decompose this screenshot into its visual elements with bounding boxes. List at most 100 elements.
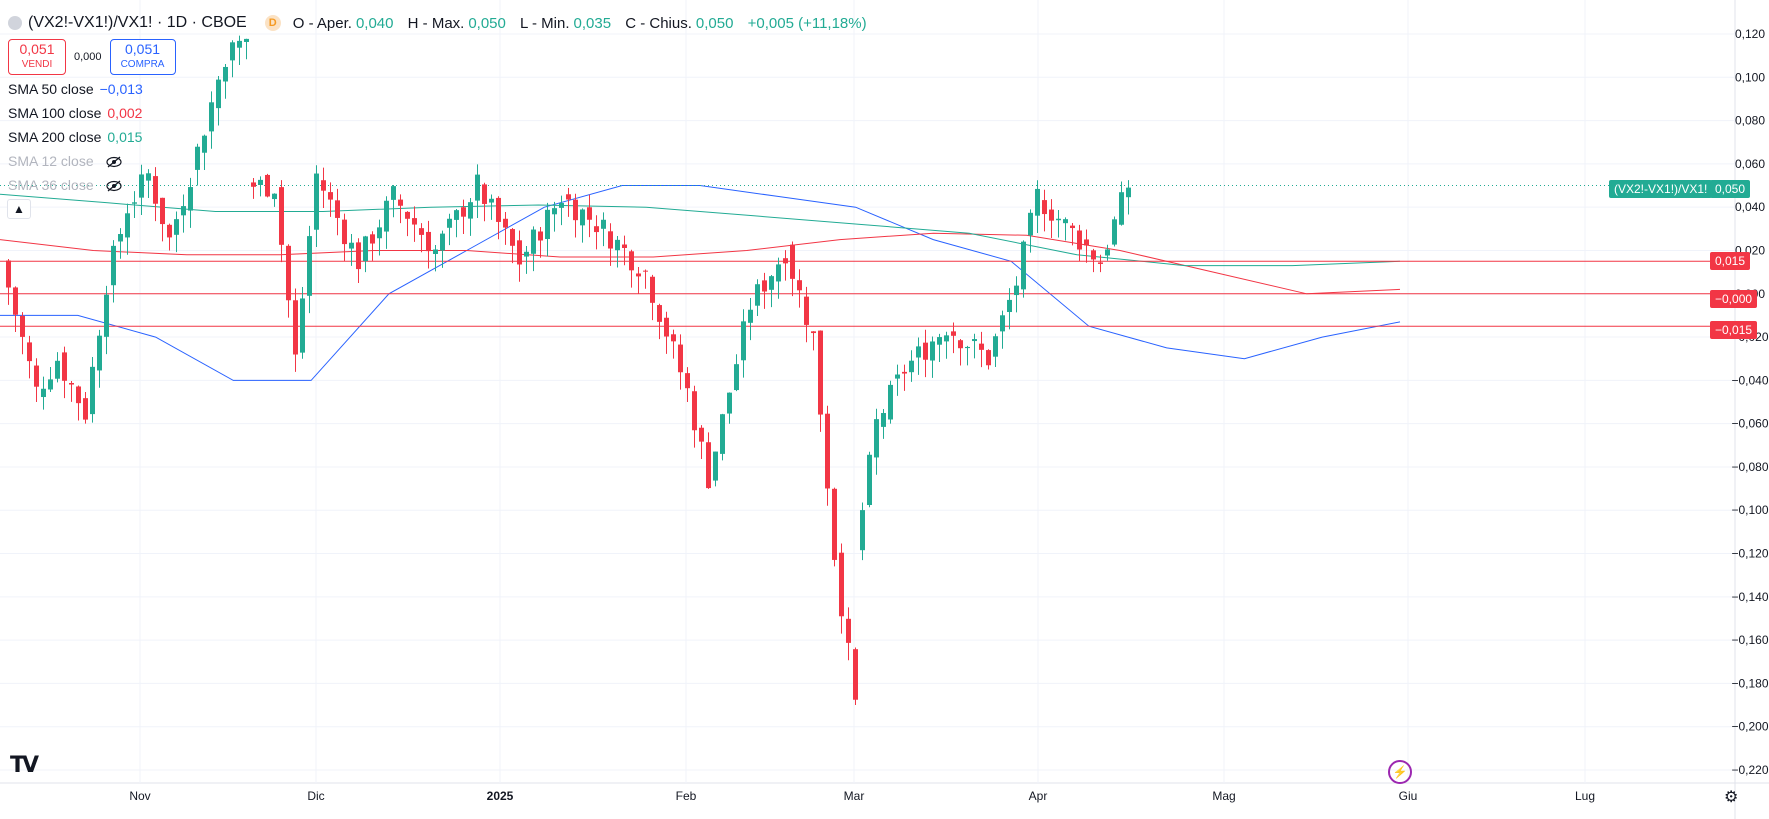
time-tick-label: Nov: [129, 789, 150, 803]
low-value: 0,035: [573, 14, 612, 32]
candle-body: [692, 391, 697, 431]
candle-body: [993, 336, 998, 357]
price-tick-label: −0,180: [1731, 676, 1768, 690]
candle-body: [811, 331, 816, 334]
candle-body: [839, 552, 844, 617]
candle-body: [454, 210, 459, 220]
candle-body: [902, 371, 907, 374]
chevron-up-icon[interactable]: ▲: [7, 199, 31, 219]
candle-body: [881, 413, 886, 427]
candle-body: [1049, 209, 1054, 221]
hline-tag-000[interactable]: −0,000: [1710, 290, 1758, 308]
symbol-title[interactable]: (VX2!-VX1!)/VX1! · 1D · CBOE: [28, 14, 247, 31]
indicator-value: −0,013: [99, 81, 143, 97]
candle-body: [328, 192, 333, 200]
indicator-sma100[interactable]: SMA 100 close 0,002: [8, 105, 142, 121]
hline-tag-m015[interactable]: −0,015: [1710, 321, 1758, 339]
candle-body: [601, 219, 606, 229]
eye-off-icon[interactable]: [105, 180, 122, 192]
candle-body: [356, 242, 361, 270]
price-tick-label: −0,060: [1731, 417, 1768, 431]
candle-body: [797, 280, 802, 291]
candle-body: [741, 321, 746, 361]
candle-body: [48, 379, 53, 390]
candle-body: [965, 346, 970, 349]
lightning-icon[interactable]: ⚡: [1388, 760, 1412, 784]
candle-body: [545, 209, 550, 240]
candle-body: [804, 296, 809, 325]
candle-body: [986, 350, 991, 366]
price-tick-label: −0,040: [1731, 373, 1768, 387]
candle-body: [489, 198, 494, 203]
symbol-price-tag: (VX2!-VX1!)/VX1!: [1609, 180, 1713, 198]
high-label: H - Max.: [407, 14, 465, 32]
candle-body: [979, 343, 984, 350]
candle-body: [475, 174, 480, 201]
price-axis: 0,1200,1000,0800,0600,0400,0200,000−0,02…: [1731, 27, 1768, 777]
sma100-line: [0, 232, 1401, 295]
indicator-sma200[interactable]: SMA 200 close 0,015: [8, 129, 142, 145]
sell-price: 0,051: [19, 41, 55, 57]
candle-body: [405, 211, 410, 219]
candle-body: [678, 344, 683, 373]
candle-body: [384, 200, 389, 232]
tradingview-logo-icon[interactable]: TV: [10, 753, 39, 778]
candle-body: [223, 66, 228, 82]
candle-body: [125, 213, 130, 238]
candle-body: [762, 280, 767, 292]
time-tick-label: Apr: [1029, 789, 1048, 803]
candle-body: [664, 317, 669, 337]
candle-body: [342, 219, 347, 245]
candle-body: [909, 360, 914, 373]
candle-body: [573, 199, 578, 221]
candle-body: [832, 488, 837, 560]
high-value: 0,050: [468, 14, 506, 32]
price-tick-label: −0,220: [1731, 763, 1768, 777]
indicator-sma36[interactable]: SMA 36 close: [8, 177, 122, 193]
candle-body: [769, 276, 774, 290]
sell-button[interactable]: 0,051 VENDI: [8, 39, 66, 75]
price-tick-label: 0,080: [1735, 114, 1765, 128]
candle-body: [272, 193, 277, 200]
candle-body: [846, 618, 851, 643]
candle-body: [531, 229, 536, 254]
candle-body: [1007, 299, 1012, 313]
candle-body: [76, 386, 81, 404]
candle-body: [314, 173, 319, 230]
buy-button[interactable]: 0,051 COMPRA: [109, 39, 176, 75]
candle-body: [447, 218, 452, 228]
candle-body: [468, 202, 473, 219]
candle-body: [293, 300, 298, 355]
candle-body: [41, 388, 46, 398]
price-tick-label: 0,100: [1735, 70, 1765, 84]
price-tick-label: −0,160: [1731, 633, 1768, 647]
candle-body: [622, 244, 627, 248]
candle-body: [874, 419, 879, 458]
candle-body: [860, 510, 865, 551]
candle-body: [153, 176, 158, 204]
candle-body: [97, 335, 102, 371]
candle-body: [1021, 241, 1026, 290]
candle-body: [160, 197, 165, 225]
candle-body: [783, 258, 788, 264]
candle-body: [1014, 285, 1019, 296]
candlesticks: [6, 35, 1131, 706]
eye-off-icon[interactable]: [105, 156, 122, 168]
candle-body: [363, 236, 368, 262]
indicator-sma12[interactable]: SMA 12 close: [8, 153, 122, 169]
price-tick-label: −0,120: [1731, 547, 1768, 561]
session-badge: D: [264, 15, 281, 31]
price-tick-label: −0,140: [1731, 590, 1768, 604]
hline-tag-015[interactable]: 0,015: [1710, 252, 1751, 270]
candle-body: [69, 383, 74, 385]
indicator-sma50[interactable]: SMA 50 close −0,013: [8, 81, 143, 97]
candle-body: [650, 276, 655, 303]
candle-body: [930, 341, 935, 361]
settings-gear-icon[interactable]: ⚙: [1724, 789, 1739, 806]
candle-body: [727, 392, 732, 414]
candle-body: [265, 174, 270, 197]
time-tick-label: Mag: [1212, 789, 1235, 803]
buy-price: 0,051: [125, 41, 161, 57]
